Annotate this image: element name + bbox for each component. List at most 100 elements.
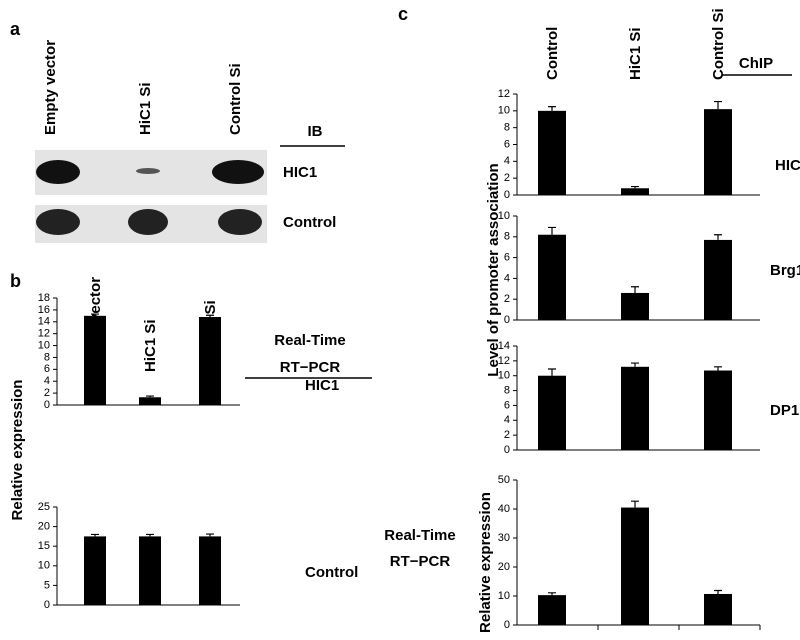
y-tick-label: 10: [498, 370, 510, 382]
y-tick-label: 5: [44, 579, 50, 591]
bar: [199, 536, 221, 605]
error-bar: [714, 589, 722, 594]
y-tick-label: 10: [498, 210, 510, 222]
y-tick-label: 0: [504, 314, 510, 326]
y-tick-label: 10: [38, 339, 50, 351]
error-bar: [206, 533, 214, 537]
y-tick-label: 6: [504, 138, 510, 150]
y-tick-label: 4: [504, 272, 510, 284]
bar: [621, 507, 649, 625]
bar: [538, 375, 566, 450]
header: ChIP: [739, 55, 773, 72]
y-tick-label: 4: [504, 414, 510, 426]
row-label: HIC1: [305, 377, 339, 394]
band: [36, 160, 80, 184]
y-tick-label: 14: [38, 316, 50, 328]
y-tick-label: 25: [38, 501, 50, 513]
y-tick-label: 0: [504, 619, 510, 631]
y-tick-label: 10: [498, 105, 510, 117]
band: [36, 209, 80, 235]
y-tick-label: 20: [38, 521, 50, 533]
lane-label: Control Si: [710, 8, 727, 80]
error-bar: [631, 286, 639, 293]
band: [218, 209, 262, 235]
bar: [538, 234, 566, 320]
y-tick-label: 14: [498, 340, 510, 352]
y-tick-label: 8: [504, 384, 510, 396]
error-bar: [631, 500, 639, 508]
error-bar: [548, 226, 556, 235]
y-tick-label: 40: [498, 503, 510, 515]
row-label: Brg1: [770, 262, 800, 279]
row-label: Real-Time: [384, 527, 455, 544]
band: [212, 160, 264, 184]
y-tick-label: 2: [504, 429, 510, 441]
error-bar: [631, 185, 639, 189]
header: RT−PCR: [280, 359, 341, 376]
bar: [704, 370, 732, 450]
y-tick-label: 16: [38, 304, 50, 316]
panel-letter: c: [398, 4, 408, 24]
row-label: DP1: [770, 402, 799, 419]
y-tick-label: 6: [504, 399, 510, 411]
y-tick-label: 10: [498, 590, 510, 602]
panel-letter: b: [10, 271, 21, 291]
lane-label: Control: [544, 27, 561, 80]
row-label: HIC1: [775, 157, 800, 174]
y-tick-label: 4: [504, 155, 510, 167]
y-tick-label: 8: [44, 351, 50, 363]
bar: [84, 315, 106, 405]
bar: [621, 188, 649, 195]
y-tick-label: 0: [44, 399, 50, 411]
error-bar: [714, 100, 722, 110]
y-tick-label: 20: [498, 561, 510, 573]
error-bar: [548, 368, 556, 376]
y-tick-label: 18: [38, 292, 50, 304]
row-label: Control: [283, 214, 336, 231]
error-bar: [714, 366, 722, 371]
y-tick-label: 10: [38, 560, 50, 572]
row-label: RT−PCR: [390, 553, 451, 570]
header: Real-Time: [274, 332, 345, 349]
y-axis-label: Relative expression: [477, 492, 494, 633]
error-bar: [146, 395, 154, 398]
bar: [84, 536, 106, 605]
bar: [199, 317, 221, 405]
bar: [538, 595, 566, 625]
y-tick-label: 6: [504, 252, 510, 264]
y-tick-label: 2: [504, 293, 510, 305]
y-tick-label: 0: [504, 189, 510, 201]
lane-label: HiC1 Si: [142, 319, 159, 372]
panel-letter: a: [10, 19, 21, 39]
error-bar: [91, 533, 99, 537]
error-bar: [91, 313, 99, 316]
y-axis-label: Level of promoter association: [485, 163, 502, 376]
bar: [139, 397, 161, 405]
lane-label: HiC1 Si: [627, 27, 644, 80]
y-tick-label: 30: [498, 532, 510, 544]
bar: [621, 366, 649, 450]
row-label: Control: [305, 564, 358, 581]
y-axis-label: Relative expression: [9, 380, 26, 521]
y-tick-label: 6: [44, 363, 50, 375]
band: [136, 168, 160, 174]
y-tick-label: 0: [44, 599, 50, 611]
header: IB: [308, 123, 323, 140]
y-tick-label: 50: [498, 474, 510, 486]
error-bar: [146, 533, 154, 537]
y-tick-label: 2: [44, 387, 50, 399]
error-bar: [714, 234, 722, 240]
bar: [139, 536, 161, 605]
error-bar: [548, 106, 556, 111]
lane-label: Control Si: [227, 63, 244, 135]
bar: [704, 593, 732, 625]
error-bar: [206, 314, 214, 318]
y-tick-label: 12: [38, 328, 50, 340]
lane-label: HiC1 Si: [137, 82, 154, 135]
y-tick-label: 12: [498, 88, 510, 100]
bar: [704, 109, 732, 195]
band: [128, 209, 168, 235]
row-label: HIC1: [283, 164, 317, 181]
y-tick-label: 8: [504, 122, 510, 134]
